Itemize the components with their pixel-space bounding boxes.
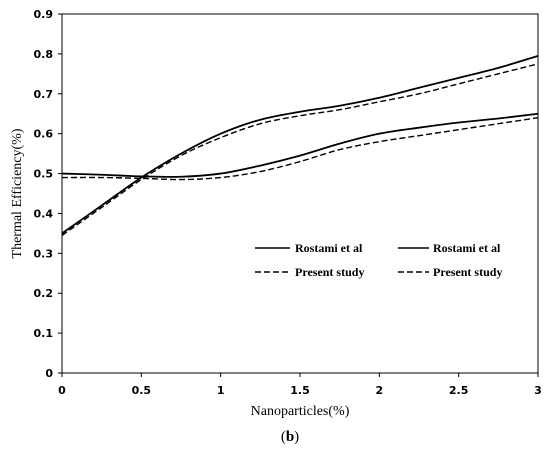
series-present-upper-line bbox=[61, 63, 539, 236]
y-tick-label: 0.3 bbox=[34, 247, 54, 260]
y-tick-label: 0.8 bbox=[34, 48, 54, 61]
legend-label-present-2: Present study bbox=[433, 265, 502, 279]
x-tick-label: 1 bbox=[217, 384, 225, 397]
x-axis-ticks: 0 0.5 1 1.5 2 2.5 3 bbox=[58, 373, 542, 397]
y-tick-label: 0.6 bbox=[34, 128, 54, 141]
x-tick-label: 2.5 bbox=[449, 384, 469, 397]
caption-letter: b bbox=[286, 429, 294, 445]
x-tick-label: 0.5 bbox=[132, 384, 152, 397]
y-tick-label: 0.5 bbox=[34, 168, 54, 181]
x-tick-label: 2 bbox=[376, 384, 384, 397]
x-tick-label: 3 bbox=[534, 384, 542, 397]
y-tick-label: 0.1 bbox=[34, 327, 54, 340]
legend: Rostami et al Present study Rostami et a… bbox=[255, 241, 502, 279]
legend-label-rostami-1: Rostami et al bbox=[295, 241, 363, 255]
legend-label-present-1: Present study bbox=[295, 265, 364, 279]
x-tick-label: 1.5 bbox=[290, 384, 310, 397]
y-axis-title: Thermal Efficiency(%) bbox=[10, 128, 25, 258]
caption-open-paren: ( bbox=[281, 429, 286, 445]
series-lines bbox=[61, 55, 539, 236]
y-tick-label: 0.2 bbox=[34, 287, 54, 300]
caption-close-paren: ) bbox=[294, 429, 299, 445]
y-tick-label: 0.4 bbox=[34, 207, 54, 220]
y-tick-label: 0.9 bbox=[34, 8, 54, 21]
y-tick-label: 0 bbox=[45, 367, 53, 380]
legend-label-rostami-2: Rostami et al bbox=[433, 241, 501, 255]
figure-caption: (b) bbox=[281, 429, 299, 445]
series-present-lower-line bbox=[61, 117, 539, 181]
series-rostami-lower-line bbox=[61, 112, 539, 178]
x-axis-title: Nanoparticles(%) bbox=[251, 404, 350, 419]
y-axis-ticks: 0 0.1 0.2 0.3 0.4 0.5 0.6 0.7 0.8 0.9 bbox=[34, 8, 62, 380]
x-tick-label: 0 bbox=[58, 384, 66, 397]
series-rostami-upper-line bbox=[61, 55, 539, 235]
plot-area-frame bbox=[61, 13, 539, 374]
y-tick-label: 0.7 bbox=[34, 88, 54, 101]
